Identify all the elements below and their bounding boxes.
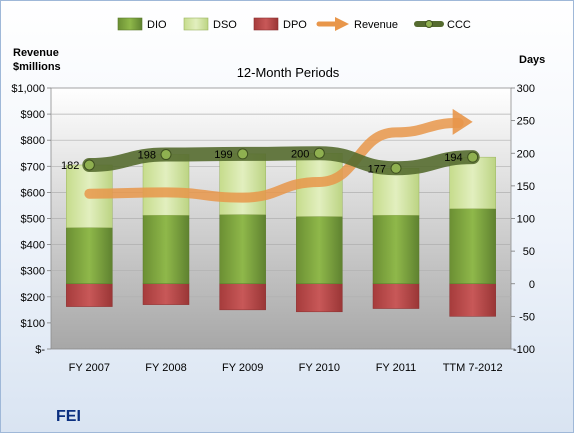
revenue-series — [84, 108, 473, 203]
legend: DIO DSO DPO Revenue CCC — [117, 17, 471, 31]
bar-dso — [372, 168, 420, 216]
left-tick-label: $900 — [21, 109, 45, 121]
legend-item-revenue: Revenue — [316, 17, 398, 31]
right-tick-label: 250 — [517, 116, 535, 128]
left-tick-label: $500 — [21, 214, 45, 226]
ccc-data-label: 182 — [61, 160, 79, 172]
right-axis-title: Days — [519, 54, 545, 66]
ccc-point — [237, 148, 249, 160]
bar-dso — [449, 156, 496, 209]
ccc-point — [467, 151, 479, 163]
ccc-data-label: 199 — [214, 149, 232, 161]
category-label: FY 2008 — [145, 362, 186, 374]
left-tick-label: $700 — [21, 161, 45, 173]
left-tick-label: $400 — [21, 240, 45, 252]
ccc-point — [390, 162, 402, 174]
legend-item-dso: DSO — [183, 17, 237, 31]
bar-dpo — [142, 283, 190, 305]
left-axis: $- $100 $200 $300 $400 $500 $600 $700 $800 $900 $1… — [11, 83, 51, 356]
bar-dio — [372, 214, 420, 284]
bar-dpo — [449, 283, 496, 317]
left-axis-title-line2: $millions — [13, 61, 61, 73]
category-label: FY 2011 — [376, 362, 417, 374]
right-tick-label: 150 — [517, 181, 535, 193]
ccc-data-label: 200 — [291, 148, 309, 160]
left-tick-label: $600 — [21, 187, 45, 199]
bar-dio — [296, 216, 343, 284]
bar-dpo — [66, 283, 113, 307]
ccc-point — [160, 149, 172, 161]
bar-dpo — [219, 283, 266, 311]
ccc-point — [83, 159, 95, 171]
bar-dio — [449, 208, 496, 284]
legend-item-ccc: CCC — [414, 19, 471, 31]
ccc-data-label: 194 — [444, 152, 462, 164]
left-tick-label: $1,000 — [11, 83, 45, 95]
bar-dpo — [296, 283, 343, 313]
revenue-arrowhead — [452, 108, 473, 135]
company-name: FEI — [56, 408, 81, 425]
bars — [66, 153, 496, 317]
bar-dio — [142, 214, 190, 284]
legend-label-revenue: Revenue — [354, 19, 398, 31]
right-tick-label: -50 — [519, 311, 535, 323]
bar-dio — [219, 214, 266, 285]
right-tick-label: 50 — [523, 246, 535, 258]
category-label: FY 2007 — [69, 362, 110, 374]
left-tick-label: $100 — [21, 318, 45, 330]
legend-label-ccc: CCC — [447, 19, 471, 31]
legend-label-dio: DIO — [147, 19, 167, 31]
category-label: TTM 7-2012 — [443, 362, 503, 374]
revenue-line — [84, 117, 464, 203]
legend-label-dso: DSO — [213, 19, 237, 31]
bar-dso — [142, 154, 190, 216]
category-label: FY 2009 — [222, 362, 263, 374]
ccc-data-label: 177 — [368, 163, 386, 175]
left-tick-label: $800 — [21, 135, 45, 147]
left-tick-label: $200 — [21, 292, 45, 304]
left-tick-label: $300 — [21, 266, 45, 278]
chart-title: 12-Month Periods — [237, 65, 340, 80]
legend-item-dpo: DPO — [253, 17, 307, 31]
bar-dso — [219, 153, 266, 215]
legend-label-dpo: DPO — [283, 19, 307, 31]
left-axis-title-line1: Revenue — [13, 47, 59, 59]
right-tick-label: 300 — [517, 83, 535, 95]
right-axis: -100 -50 0 50 100 150 200 250 300 — [511, 83, 535, 356]
category-axis: FY 2007 FY 2008 FY 2009 FY 2010 FY 2011 TTM 7… — [69, 362, 503, 374]
bar-dio — [66, 227, 113, 284]
right-tick-label: 200 — [517, 148, 535, 160]
left-tick-label: $- — [35, 344, 45, 356]
ccc-point — [313, 147, 325, 159]
legend-item-dio: DIO — [117, 17, 167, 31]
right-tick-label: -100 — [513, 344, 535, 356]
category-label: FY 2010 — [299, 362, 340, 374]
ccc-series: 182 198 199 200 177 194 — [61, 146, 480, 176]
ccc-data-label: 198 — [138, 150, 156, 162]
right-tick-label: 100 — [517, 214, 535, 226]
ccc-line — [82, 146, 480, 176]
bar-dpo — [372, 283, 420, 309]
right-tick-label: 0 — [529, 279, 535, 291]
